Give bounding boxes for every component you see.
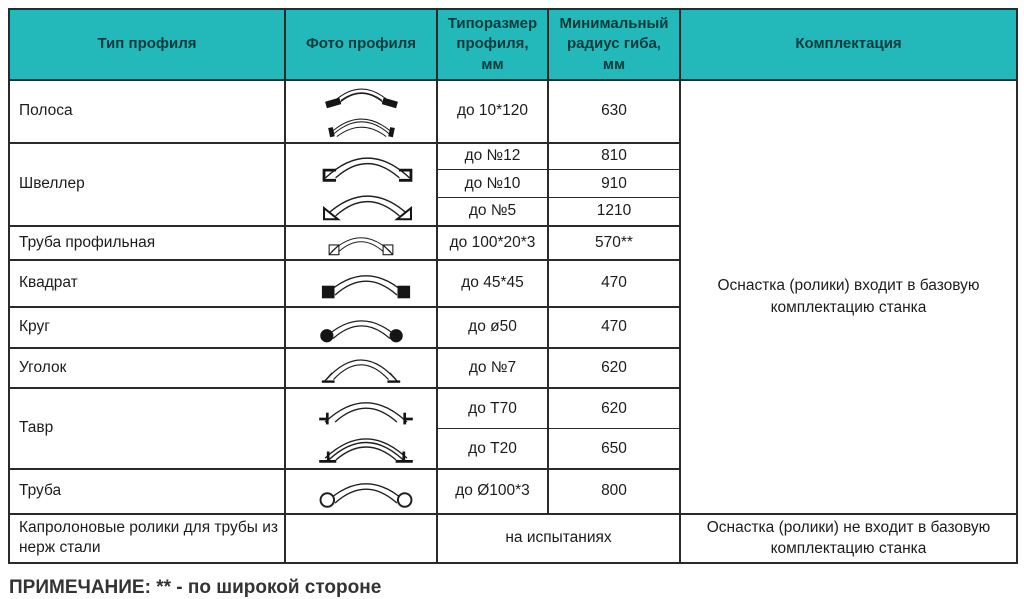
radius-cell: 620	[547, 346, 681, 389]
square-bar-icon	[321, 275, 411, 299]
channel-up-icon	[323, 195, 412, 220]
profile-photo-cell	[284, 224, 438, 261]
radius-cell: 1210	[547, 197, 681, 227]
table-row: до №10 910	[9, 169, 1017, 199]
status-cell: на испытаниях	[436, 512, 681, 564]
table-row: Полоса до 10*120 630 Оснастка (ролики) вход…	[8, 78, 1018, 515]
radius-cell: 630	[547, 78, 681, 144]
tee-up-icon	[319, 402, 413, 425]
table-row: до Т20 650	[9, 428, 1017, 470]
profile-photo-cell	[284, 258, 438, 308]
size-cell: до ø50	[436, 305, 549, 349]
size-cell: до №10	[436, 169, 549, 199]
radius-cell: 570**	[547, 224, 681, 261]
table-header-row: Тип профиля Фото профиля Типоразмер профил…	[8, 8, 1018, 81]
profiles-table: Тип профиля Фото профиля Типоразмер профил…	[8, 8, 1018, 565]
size-cell: до Ø100*3	[436, 467, 549, 515]
radius-cell: 910	[547, 169, 681, 199]
table-row: до №5 1210	[9, 197, 1017, 227]
profile-photo-cell	[284, 141, 438, 227]
column-header: Фото профиля	[284, 8, 438, 81]
size-cell: до №5	[436, 197, 549, 227]
profile-type-cell: Тавр	[8, 386, 286, 470]
column-header: Минимальный радиус гиба, мм	[547, 8, 681, 81]
radius-cell: 810	[547, 141, 681, 171]
column-header: Комплектация	[679, 8, 1018, 81]
table-row: Круг до ø50 470	[8, 305, 1017, 349]
table-row: Труба профильная до 100*20*3 570**	[8, 224, 1017, 261]
profile-type-cell: Полоса	[8, 78, 286, 144]
strip-edge-icon	[327, 118, 395, 138]
size-cell: до 45*45	[436, 258, 549, 308]
table-row: Квадрат до 45*45 470	[8, 258, 1017, 308]
table-row: Швеллер до №12 810	[8, 141, 1017, 227]
profile-type-cell: Квадрат	[8, 258, 286, 308]
channel-down-icon	[322, 157, 413, 182]
size-cell: до №7	[436, 346, 549, 389]
radius-cell: 620	[547, 386, 681, 430]
profile-type-cell: Капролоновые ролики для трубы из нерж ст…	[8, 512, 286, 564]
size-cell: до 100*20*3	[436, 224, 549, 261]
profile-photo-cell	[284, 467, 438, 515]
profile-type-cell: Швеллер	[8, 141, 286, 227]
pipe-icon	[319, 483, 413, 508]
profile-photo-cell	[284, 305, 438, 349]
equipment-cell: Оснастка (ролики) не входит в базовую ко…	[679, 512, 1018, 564]
table-row: Тавр до Т70 620	[8, 386, 1017, 470]
radius-cell: 800	[547, 467, 681, 515]
radius-cell: 470	[547, 258, 681, 308]
profile-type-cell: Уголок	[8, 346, 286, 389]
radius-cell: 650	[547, 428, 681, 470]
size-cell: до №12	[436, 141, 549, 171]
table-row: Труба до Ø100*3 800	[8, 467, 1017, 515]
table-row: Капролоновые ролики для трубы из нерж ст…	[8, 512, 1018, 564]
column-header: Тип профиля	[8, 8, 286, 81]
profile-type-cell: Труба профильная	[8, 224, 286, 261]
profile-type-cell: Труба	[8, 467, 286, 515]
footnote: ПРИМЕЧАНИЕ: ** - по широкой стороне	[9, 577, 382, 599]
size-cell: до Т70	[436, 386, 549, 430]
column-header: Типоразмер профиля, мм	[436, 8, 549, 81]
size-cell: до 10*120	[436, 78, 549, 144]
profile-photo-cell	[284, 78, 438, 144]
round-bar-icon	[320, 320, 403, 343]
profile-photo-cell	[284, 512, 438, 564]
strip-flat-icon	[324, 88, 398, 108]
square-tube-icon	[328, 237, 394, 256]
table-row: Уголок до №7 620	[8, 346, 1017, 389]
size-cell: до Т20	[436, 428, 549, 470]
angle-icon	[321, 359, 401, 383]
tee-down-icon	[319, 438, 413, 463]
equipment-cell: Оснастка (ролики) входит в базовую компл…	[679, 78, 1018, 515]
profile-type-cell: Круг	[8, 305, 286, 349]
radius-cell: 470	[547, 305, 681, 349]
profile-photo-cell	[284, 346, 438, 389]
profile-photo-cell	[284, 386, 438, 470]
